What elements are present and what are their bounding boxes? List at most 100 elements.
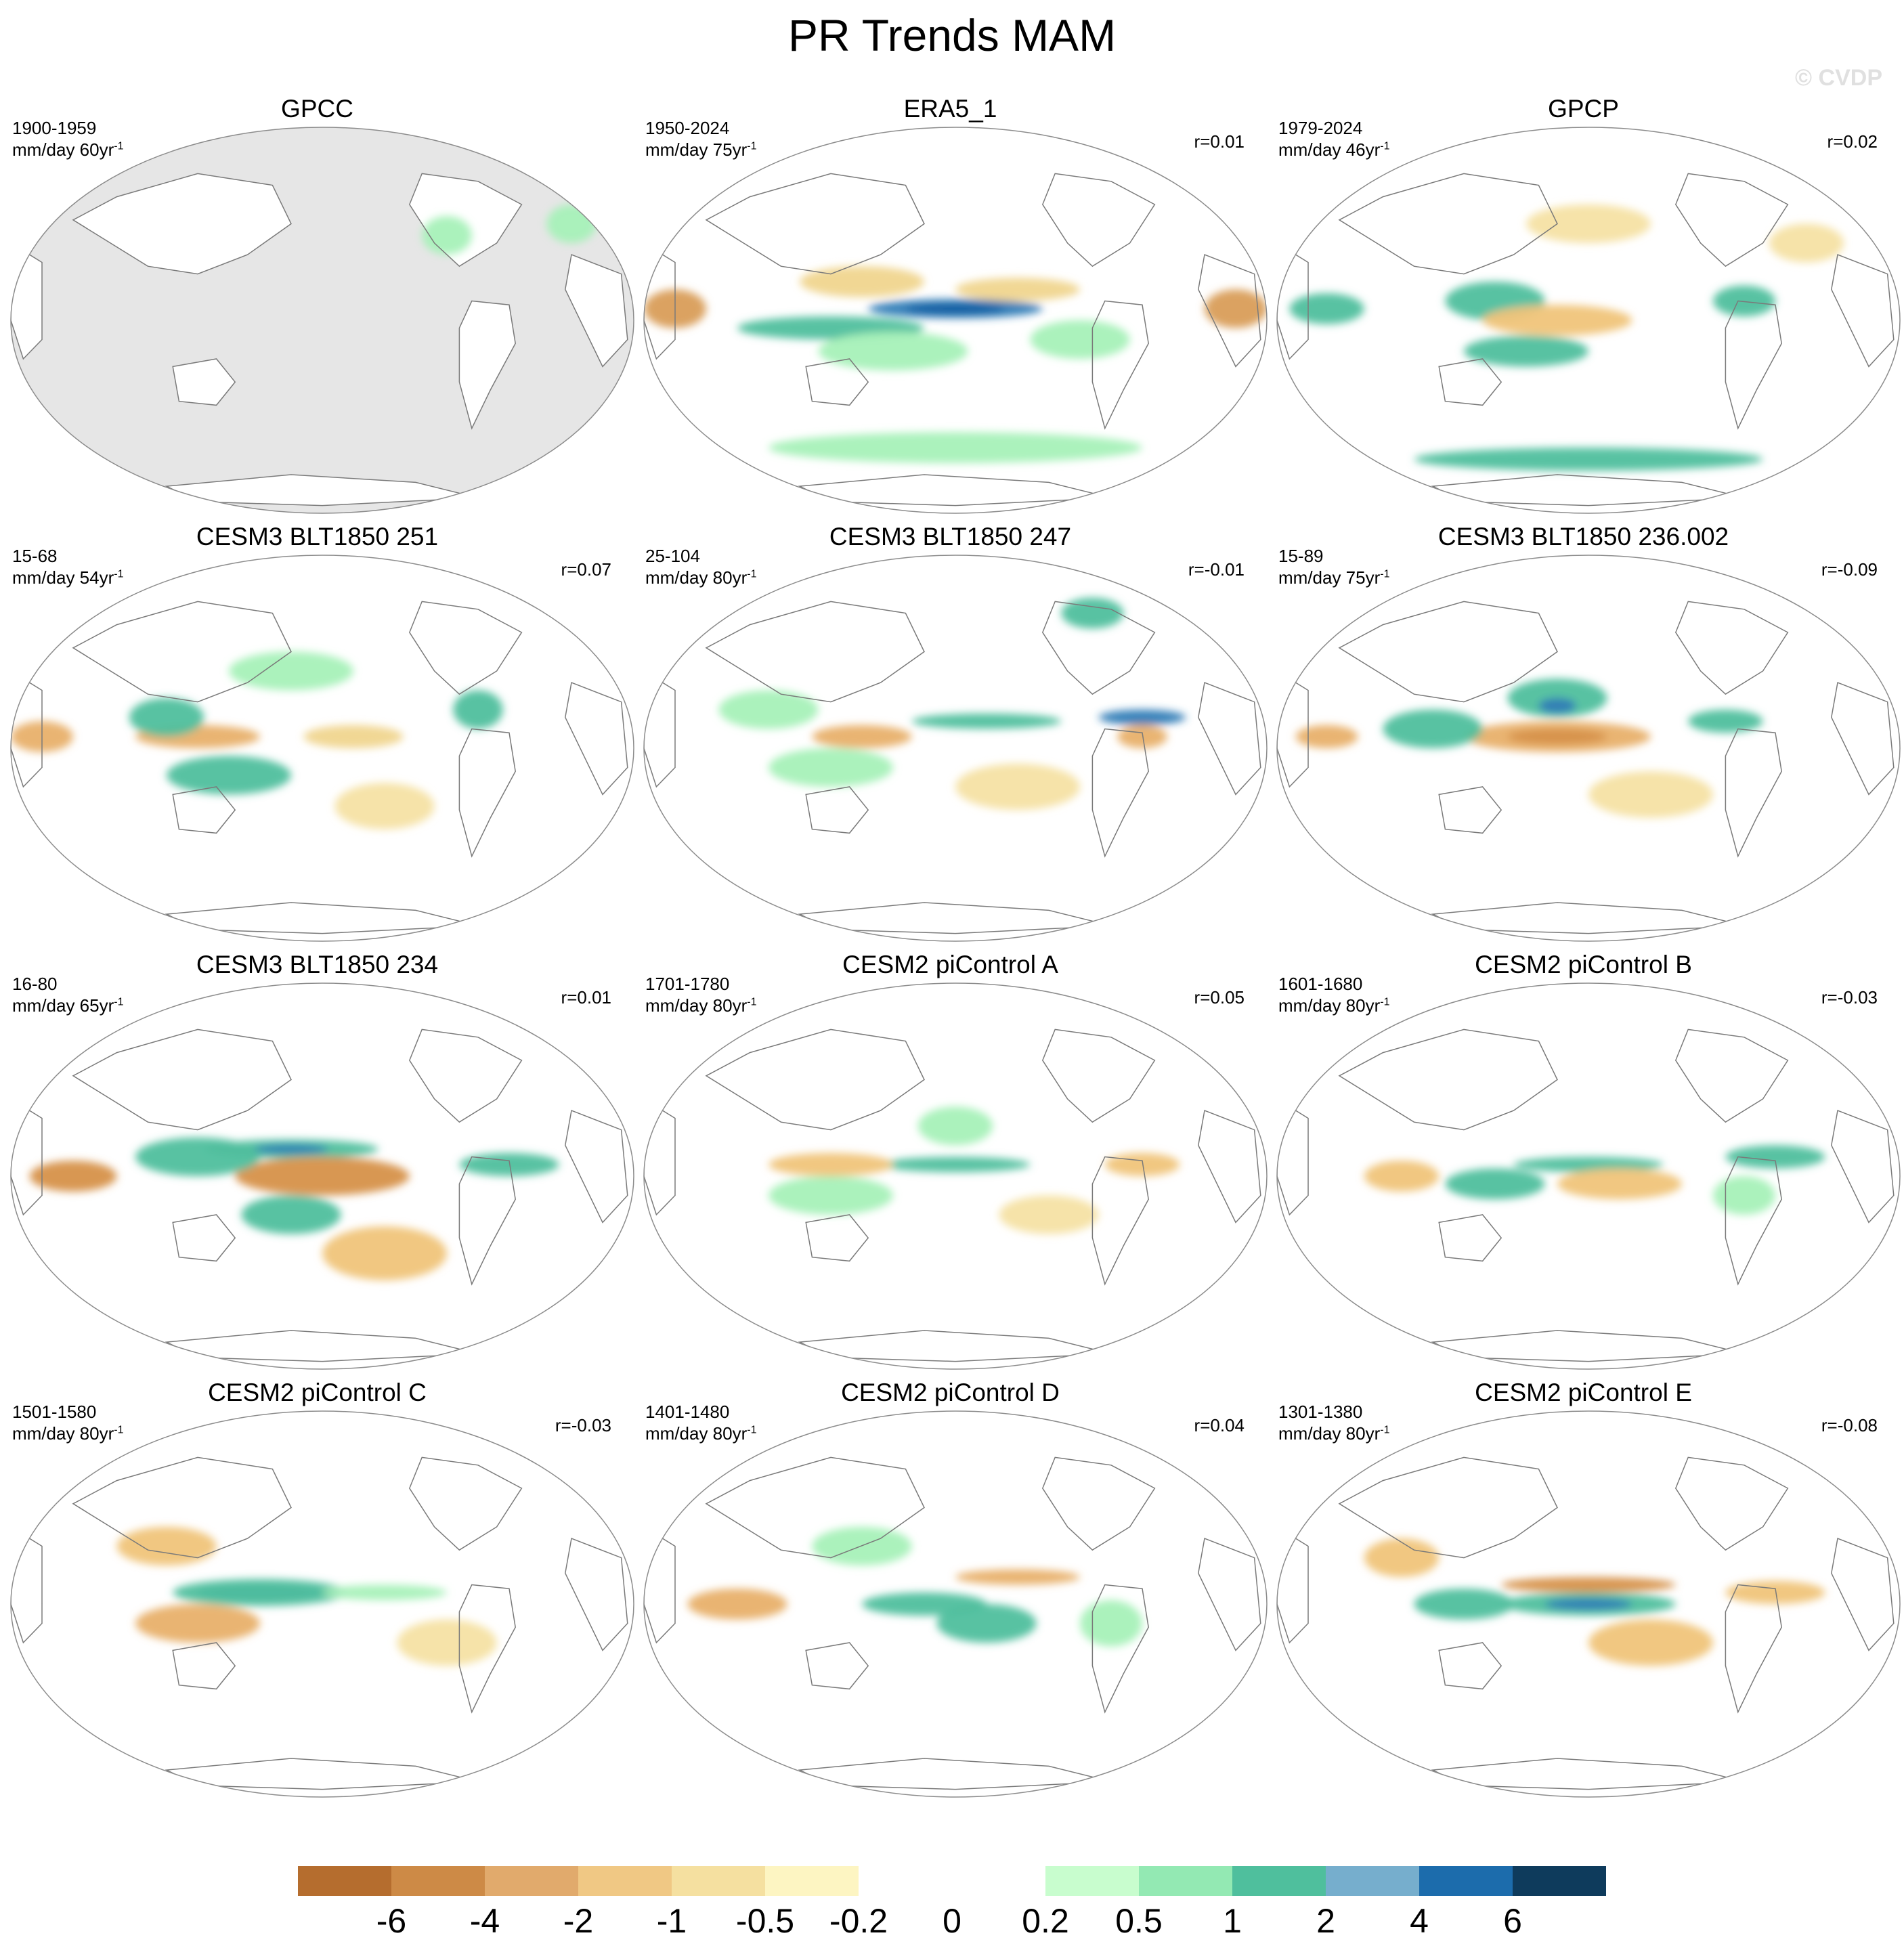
trend-field: [1513, 1156, 1664, 1173]
panel-period: 1501-1580: [12, 1402, 97, 1422]
coastline: [172, 786, 236, 834]
colorbar-tick-label: 0: [943, 1902, 961, 1940]
trend-field: [235, 1156, 410, 1196]
coastline: [1725, 728, 1782, 858]
coastline: [705, 1029, 925, 1131]
panel-correlation: r=-0.03: [555, 1415, 611, 1435]
map-panel: CESM3 BLT1850 247 25-104 mm/day 80yr-1 r=-0…: [633, 523, 1268, 953]
coastline: [408, 601, 523, 695]
map-border: [643, 555, 1268, 942]
panel-correlation: r=0.01: [561, 987, 611, 1008]
coastline: [1198, 1110, 1261, 1224]
coastline: [1438, 1214, 1502, 1262]
trend-field: [322, 1584, 447, 1601]
map-panel: GPCC 1900-1959 mm/day 60yr-1: [0, 95, 634, 525]
colorbar-segment: [1513, 1866, 1606, 1896]
panel-units: mm/day 80yr-1: [12, 1423, 124, 1444]
coastline: [1831, 1538, 1895, 1651]
trend-field: [1588, 771, 1713, 818]
trend-field: [812, 725, 912, 748]
panel-units: mm/day 80yr-1: [1278, 1423, 1390, 1444]
panel-units: mm/day 80yr-1: [645, 1423, 757, 1444]
panel-correlation: r=-0.08: [1821, 1415, 1878, 1435]
panel-title: CESM3 BLT1850 247: [829, 523, 1072, 550]
trend-field: [1544, 1598, 1632, 1610]
coastline: [11, 1098, 43, 1216]
coastline: [1041, 173, 1156, 267]
trend-field: [1769, 223, 1844, 263]
coastline: [565, 682, 628, 796]
colorbar-tick-label: -6: [376, 1902, 407, 1940]
colorbar-segment: [1419, 1866, 1513, 1896]
map-border: [643, 127, 1268, 514]
coastline: [1438, 358, 1502, 406]
land-area: [73, 173, 291, 274]
map-panel: CESM3 BLT1850 236.002 15-89 mm/day 75yr-1 r…: [1266, 523, 1901, 953]
trend-field: [800, 266, 924, 297]
map-panel: CESM2 piControl E 1301-1380 mm/day 80yr-1 r…: [1266, 1379, 1901, 1809]
panel-period: 1301-1380: [1278, 1402, 1363, 1422]
coastline: [1674, 601, 1789, 695]
trend-field: [167, 756, 291, 795]
colorbar: [298, 1866, 1606, 1896]
coastline: [644, 670, 676, 788]
colorbar-tick-label: 4: [1410, 1902, 1429, 1940]
panel-title: CESM2 piControl A: [842, 951, 1058, 978]
trend-field: [135, 1604, 260, 1643]
trend-field: [1713, 1176, 1775, 1215]
trend-field: [1464, 335, 1588, 367]
trend-field: [1526, 204, 1651, 243]
coastline: [644, 1526, 676, 1644]
coastline: [1674, 1456, 1789, 1551]
colorbar-tick-label: -4: [469, 1902, 500, 1940]
coastline: [805, 358, 869, 406]
coastline: [705, 173, 925, 275]
panel-units: mm/day 80yr-1: [645, 995, 757, 1016]
coastline: [72, 1029, 292, 1131]
trend-field: [1061, 597, 1124, 629]
coastline: [1041, 1456, 1156, 1551]
coastline: [644, 242, 676, 360]
trend-field: [1507, 729, 1607, 745]
colorbar-tick-label: 0.5: [1115, 1902, 1163, 1940]
trend-field: [129, 697, 204, 737]
colorbar-tick-label: -0.2: [829, 1902, 888, 1940]
panel-title: CESM3 BLT1850 251: [196, 523, 439, 550]
trend-field: [453, 690, 503, 729]
trend-field: [1289, 293, 1364, 324]
map-projection: [643, 1410, 1268, 1798]
colorbar-segment: [298, 1866, 392, 1896]
map-panel: CESM2 piControl A 1701-1780 mm/day 80yr-1 r…: [633, 951, 1268, 1381]
trend-field: [769, 748, 893, 787]
trend-field: [1295, 725, 1358, 748]
map-projection: [1276, 127, 1901, 514]
trend-field: [546, 204, 597, 243]
coastline: [1041, 1029, 1156, 1123]
coastline: [1277, 1526, 1309, 1644]
trend-field: [880, 1156, 1031, 1173]
coastline: [1831, 682, 1895, 796]
land-area: [565, 255, 628, 367]
trend-field: [1688, 710, 1763, 733]
trend-field: [334, 783, 435, 829]
coastline: [1338, 173, 1558, 275]
trend-field: [1205, 289, 1267, 328]
map-border: [10, 982, 634, 1370]
trend-field: [769, 432, 1142, 463]
trend-field: [459, 1152, 559, 1176]
watermark: © CVDP: [1795, 65, 1882, 91]
trend-field: [1098, 710, 1186, 725]
colorbar-segment: [485, 1866, 579, 1896]
coastline: [11, 670, 43, 788]
panel-units: mm/day 80yr-1: [645, 567, 757, 588]
colorbar-tick-label: -1: [656, 1902, 687, 1940]
map-panel: CESM2 piControl C 1501-1580 mm/day 80yr-1 r…: [0, 1379, 634, 1809]
map-projection: [643, 555, 1268, 942]
colorbar-segment: [672, 1866, 766, 1896]
coastline: [1438, 1642, 1502, 1690]
colorbar-tick-label: 1: [1223, 1902, 1242, 1940]
map-projection: [10, 555, 634, 942]
trend-field: [422, 216, 472, 255]
coastline: [1725, 300, 1782, 430]
panel-title: CESM2 piControl D: [841, 1379, 1060, 1406]
